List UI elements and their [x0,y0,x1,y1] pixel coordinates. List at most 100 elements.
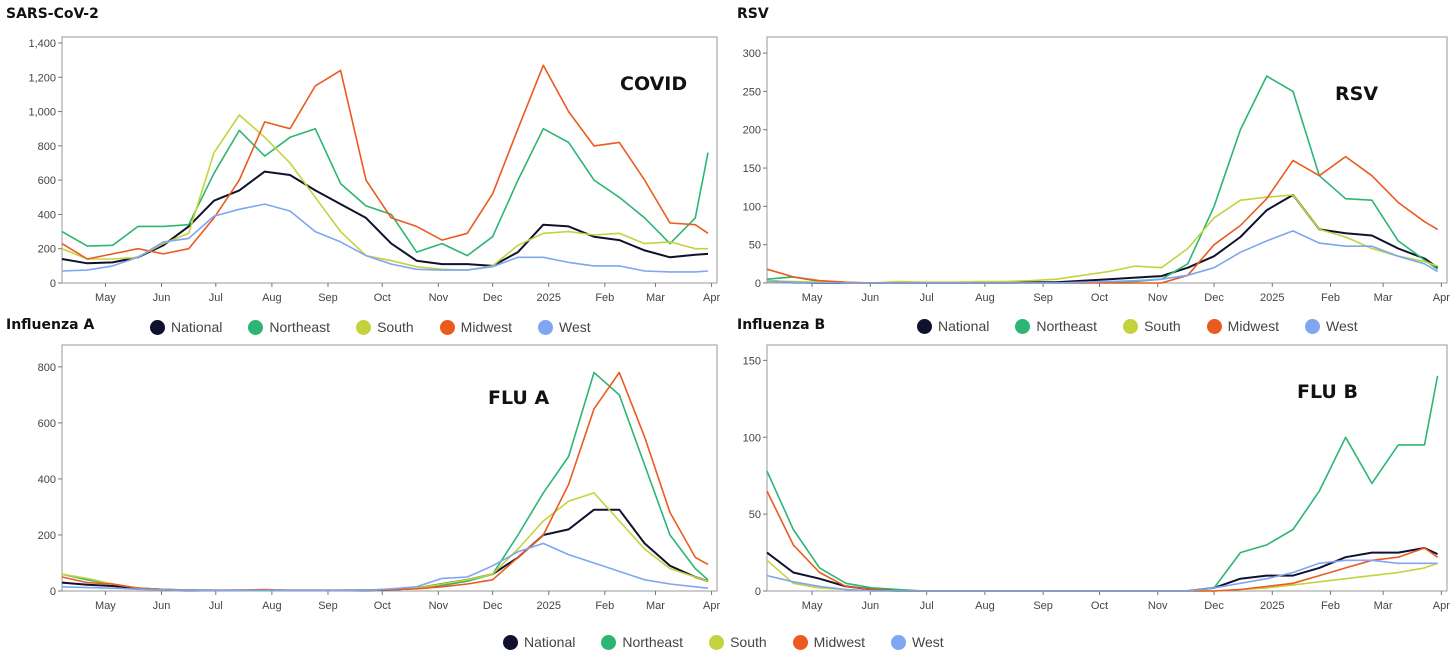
series-line-west [766,559,1438,592]
x-tick-label: Jun [153,600,171,612]
legend-label: West [1326,318,1358,334]
chart-covid: 0 200 400 600 800 1,000 1,200 1,400 May Jun Jul Aug… [28,36,720,304]
x-tick-label: Sep [318,600,338,612]
y-tick-label: 600 [38,418,56,430]
series-line-northeast [61,371,709,592]
series-line-midwest [61,64,709,260]
y-tick-label: 0 [755,586,761,598]
y-tick-label: 200 [38,244,56,256]
series-line-south [766,194,1438,284]
x-tick-label: Jul [209,292,223,304]
x-tick-label: Mar [1374,292,1393,304]
x-tick-label: Jun [861,292,879,304]
legend-label: Midwest [813,634,866,650]
x-tick-label: Feb [1321,292,1340,304]
legend-item-national[interactable]: National [503,634,575,650]
legend-bottom: National Northeast South Midwest West [503,634,944,650]
legend-label: West [559,319,591,335]
series-line-national [766,547,1439,592]
x-tick-label: Nov [1148,600,1168,612]
x-tick-label: 2025 [1260,600,1284,612]
chart-flu-b: 0 50 100 150 May Jun Jul Aug Sep Oct Nov Dec 2025 Feb… [743,344,1450,612]
legend-item-south[interactable]: South [709,634,767,650]
y-tick-label: 100 [743,432,761,444]
legend-item-south[interactable]: South [1123,318,1181,334]
x-tick-label: Jul [920,292,934,304]
legend-label: Northeast [269,319,331,335]
legend-item-northeast[interactable]: Northeast [601,634,683,650]
panel-title-flu-b: Influenza B [737,317,826,333]
legend-item-south[interactable]: South [356,319,414,335]
x-tick-label: Feb [1321,600,1340,612]
x-tick-label: May [95,292,116,304]
y-tick-label: 300 [743,48,761,60]
chart-annotation: RSV [1335,83,1378,105]
legend-swatch [917,318,932,334]
x-tick-label: Jun [153,292,171,304]
y-tick-label: 100 [743,201,761,213]
y-tick-label: 800 [38,141,56,153]
legend-swatch [792,634,808,650]
series-line-midwest [766,490,1439,592]
x-tick-label: Oct [374,600,391,612]
series-line-west [61,542,709,592]
y-tick-label: 150 [743,163,761,175]
legend-label: Midwest [460,319,513,335]
y-tick-label: 800 [38,362,56,374]
legend-label: National [171,319,223,335]
legend-item-northeast[interactable]: Northeast [1015,318,1097,334]
series-line-midwest [61,371,709,592]
legend-item-west[interactable]: West [891,634,944,650]
x-tick-label: Apr [703,600,720,612]
x-tick-label: Sep [1033,600,1053,612]
legend-label: National [524,634,576,650]
series-line-national [766,193,1439,284]
x-tick-label: Aug [975,600,995,612]
x-tick-label: Jul [209,600,223,612]
series-line-south [61,492,709,592]
x-tick-label: 2025 [536,292,560,304]
legend-label: Midwest [1227,318,1280,334]
panel-title-rsv: RSV [737,6,769,22]
x-tick-label: Oct [374,292,391,304]
y-tick-label: 200 [743,125,761,137]
legend-swatch [601,634,617,650]
chart-rsv: 0 50 100 150 200 250 300 May Jun Jul Aug Sep Oct Nov D… [743,36,1450,304]
legend-swatch [1015,318,1031,334]
series-line-west [61,203,709,273]
series-line-national [61,508,709,592]
x-tick-label: Nov [429,292,449,304]
y-tick-label: 250 [743,86,761,98]
x-tick-label: May [802,600,823,612]
legend-item-national[interactable]: National [917,318,989,334]
x-tick-label: Nov [429,600,449,612]
chart-flu-a: 0 200 400 600 800 May Jun Jul Aug Sep Oct Nov Dec 202… [38,344,720,612]
legend-label: Northeast [622,634,684,650]
legend-item-midwest[interactable]: Midwest [792,634,866,650]
series-line-west [766,230,1439,284]
legend-swatch [439,319,455,335]
legend-item-northeast[interactable]: Northeast [248,319,330,335]
legend-swatch [248,319,264,335]
legend-swatch [891,634,907,650]
legend-item-midwest[interactable]: Midwest [1206,318,1280,334]
x-tick-label: 2025 [536,600,560,612]
legend-item-west[interactable]: West [538,319,591,335]
legend-top-right: National Northeast South Midwest West [917,318,1358,334]
x-tick-label: Dec [1204,600,1224,612]
y-tick-label: 0 [50,278,56,290]
panel-title-flu-a: Influenza A [6,317,95,333]
x-tick-label: Aug [975,292,995,304]
x-tick-label: Apr [1433,600,1450,612]
legend-item-midwest[interactable]: Midwest [439,319,513,335]
x-tick-label: Nov [1148,292,1168,304]
legend-item-national[interactable]: National [150,319,222,335]
x-tick-label: Oct [1091,292,1108,304]
legend-label: West [912,634,944,650]
y-tick-label: 1,400 [28,38,56,50]
y-tick-label: 150 [743,355,761,367]
y-tick-label: 1,000 [28,107,56,119]
x-tick-label: Sep [1033,292,1053,304]
legend-item-west[interactable]: West [1305,318,1358,334]
